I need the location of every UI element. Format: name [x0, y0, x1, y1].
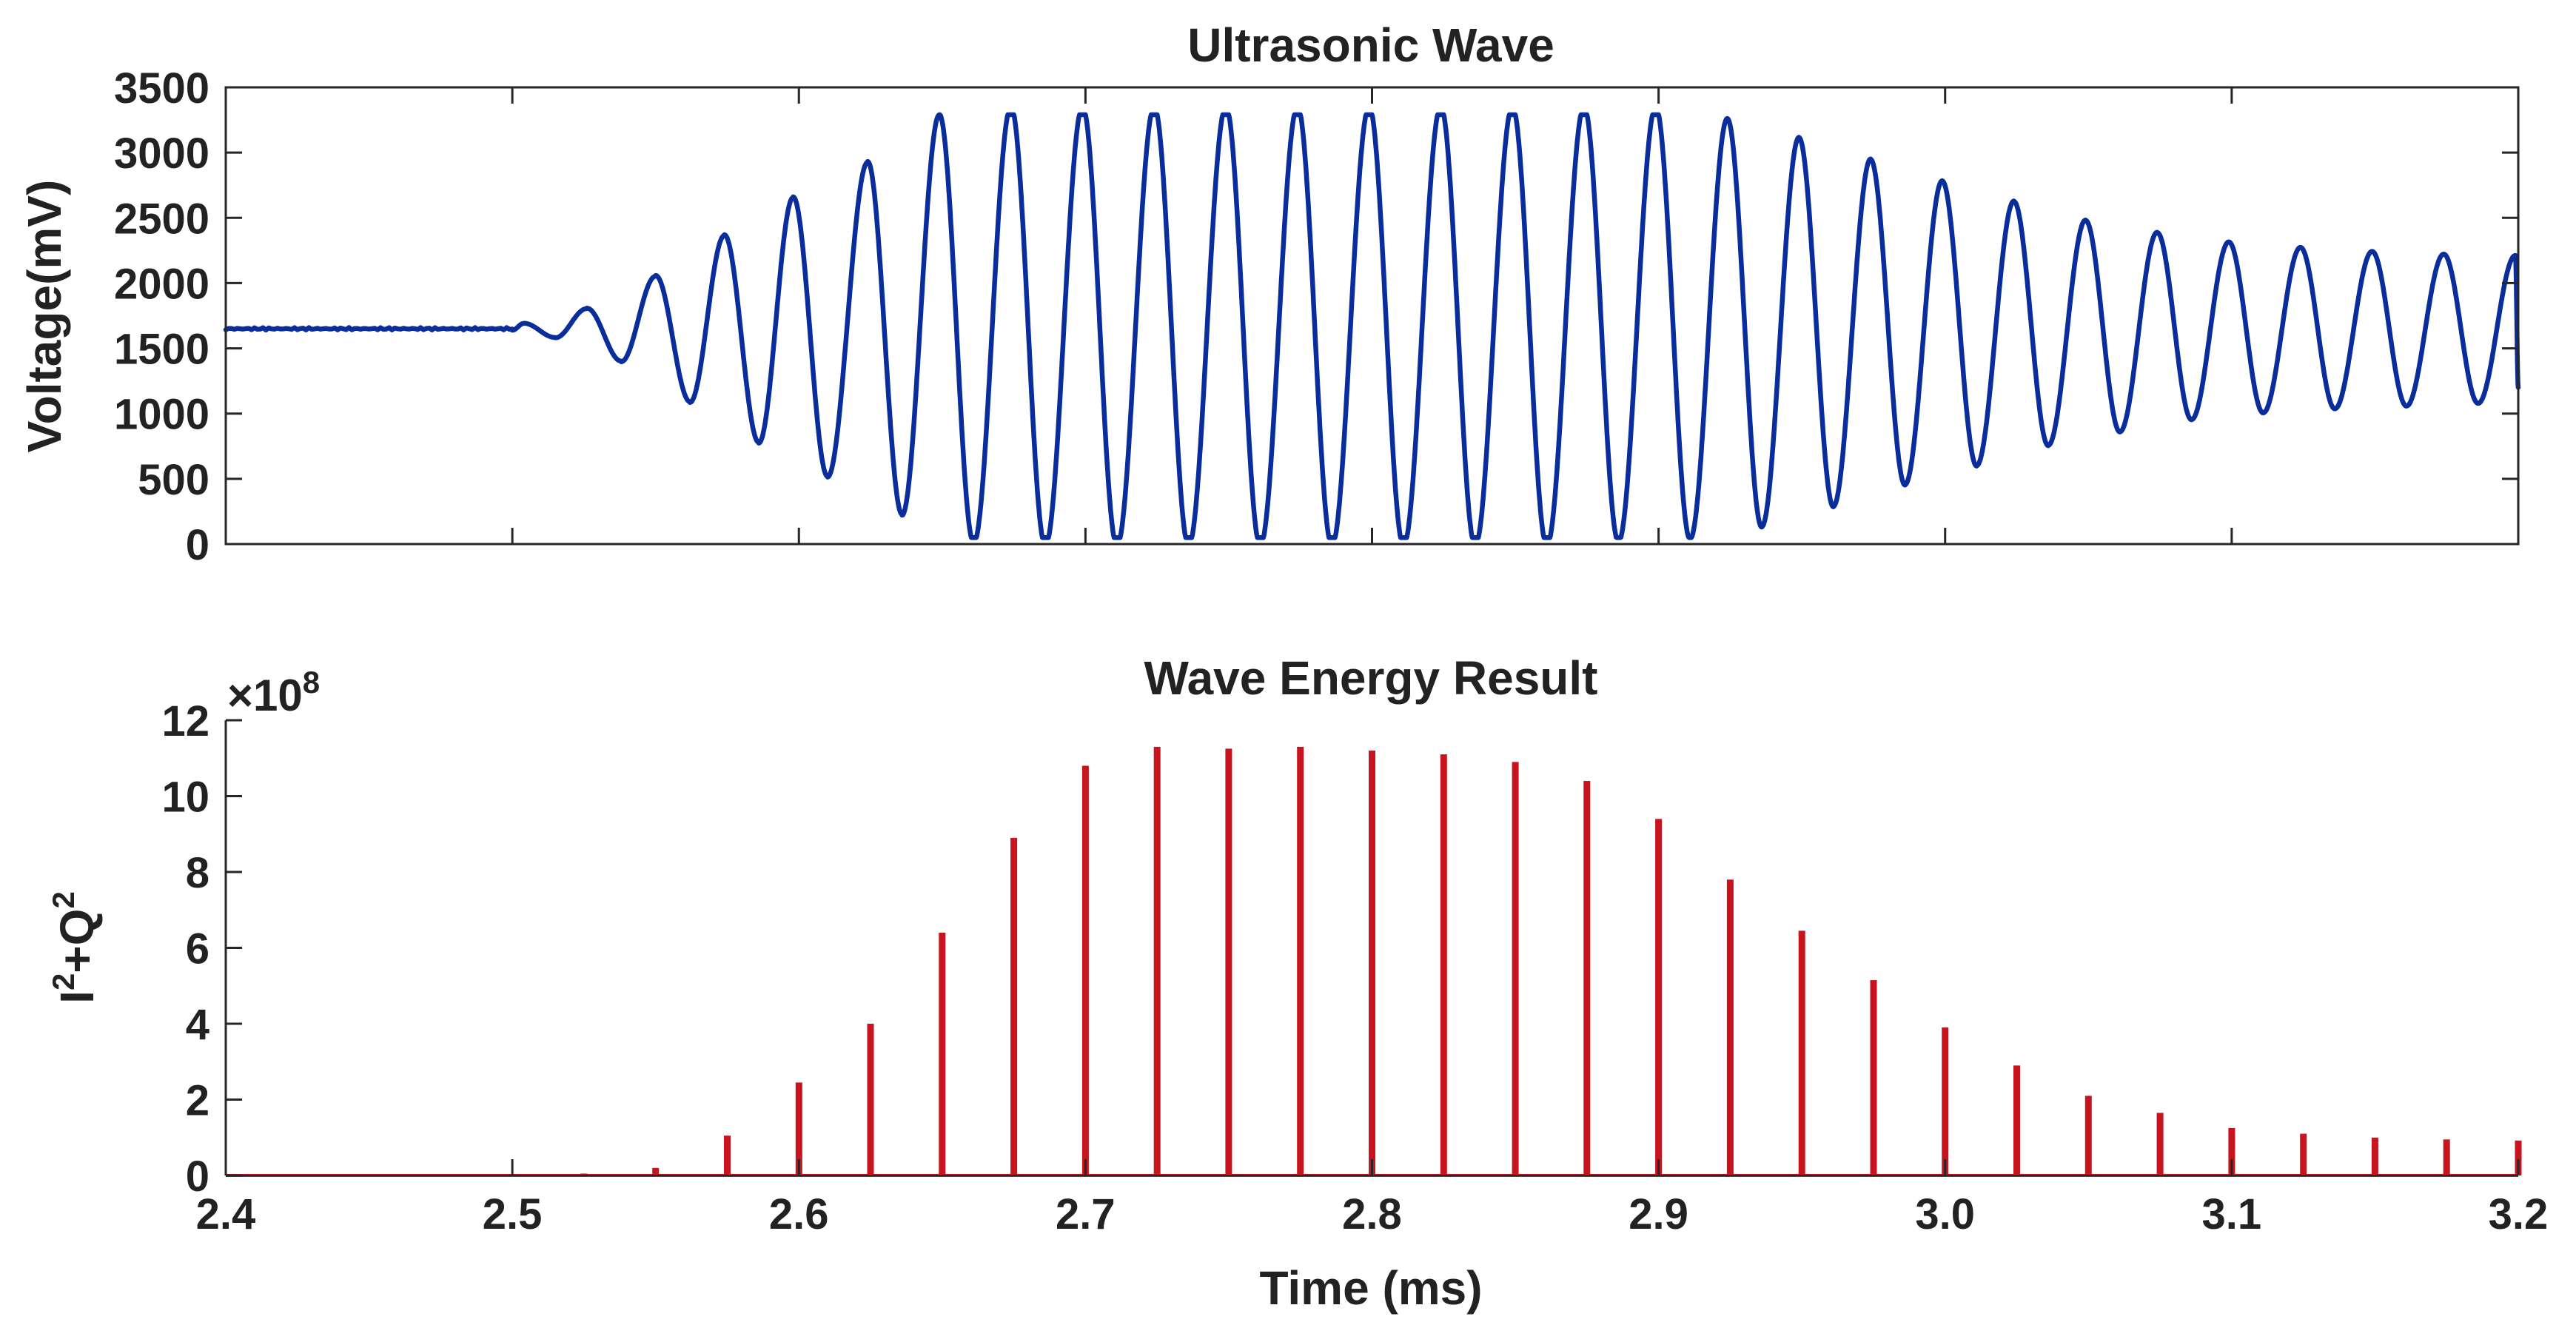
- energy-bar: [867, 1024, 874, 1175]
- x-tick-label: 2.8: [1342, 1190, 1402, 1238]
- energy-bar: [1010, 837, 1018, 1175]
- energy-bar: [1655, 819, 1663, 1176]
- y-tick-label: 2500: [114, 195, 209, 243]
- y-tick-label: 2000: [114, 260, 209, 308]
- energy-bar: [652, 1167, 660, 1176]
- y-tick-label: 3500: [114, 64, 209, 113]
- y-label-plus-q: +Q: [50, 909, 104, 973]
- x-axis-label: Time (ms): [1259, 1261, 1482, 1315]
- x-axis-ticks: 2.4 2.5 2.6 2.7 2.8 2.9 3.0 3.1 3.2: [196, 1159, 2549, 1238]
- energy-bars: [580, 746, 2522, 1176]
- y-axis-label: I2+Q2: [46, 891, 104, 1004]
- energy-bar: [2515, 1140, 2522, 1175]
- energy-bar: [1942, 1027, 1949, 1175]
- y-tick-label: 4: [186, 1001, 209, 1049]
- energy-bar: [1512, 762, 1519, 1175]
- energy-bar: [1225, 748, 1232, 1175]
- x-axis-ticks: [511, 87, 2520, 544]
- energy-bar: [1583, 781, 1591, 1175]
- energy-bar: [1798, 930, 1805, 1175]
- y-label-i-exp: 2: [46, 973, 81, 990]
- energy-bar: [2013, 1065, 2020, 1175]
- y-label-i: I: [50, 990, 104, 1004]
- ultrasonic-wave-chart: Ultrasonic Wave 0 500 1000 1500 2000 2500 3000…: [18, 19, 2521, 569]
- y-tick-label: 3000: [114, 130, 209, 178]
- y-tick-label: 2: [186, 1077, 209, 1125]
- chart-title: Ultrasonic Wave: [1187, 19, 1554, 72]
- energy-bar: [939, 933, 946, 1175]
- y-scale-exponent: 8: [303, 665, 320, 700]
- energy-bar: [1153, 746, 1161, 1175]
- energy-bar: [1870, 980, 1877, 1175]
- x-tick-label: 2.6: [769, 1190, 829, 1238]
- y-tick-label: 10: [161, 774, 209, 822]
- energy-bar: [2156, 1113, 2164, 1175]
- y-tick-label: 0: [186, 521, 209, 569]
- x-tick-label: 2.5: [483, 1190, 543, 1238]
- y-tick-label: 12: [161, 697, 209, 745]
- x-tick-label: 2.4: [196, 1190, 256, 1238]
- plot-area: [226, 87, 2518, 544]
- energy-bar: [2443, 1139, 2450, 1175]
- energy-bar: [2371, 1137, 2378, 1176]
- x-tick-label: 3.1: [2202, 1190, 2262, 1238]
- energy-bar: [2228, 1127, 2235, 1175]
- x-tick-label: 3.2: [2489, 1190, 2549, 1238]
- energy-bar: [1726, 879, 1734, 1176]
- energy-bar: [2084, 1096, 2092, 1175]
- y-axis-label: Voltage(mV): [18, 180, 71, 453]
- y-tick-label: 1500: [114, 326, 209, 374]
- x-tick-label: 2.7: [1056, 1190, 1116, 1238]
- energy-bar: [1297, 746, 1304, 1175]
- energy-bar: [1440, 754, 1447, 1175]
- energy-bar: [795, 1082, 802, 1175]
- energy-bar: [1081, 765, 1089, 1175]
- energy-bar: [1369, 751, 1375, 1175]
- chart-title: Wave Energy Result: [1144, 651, 1598, 705]
- ultrasonic-wave-line: [223, 112, 2521, 540]
- y-label-q-exp: 2: [46, 891, 81, 908]
- y-tick-label: 1000: [114, 391, 209, 439]
- x-tick-label: 3.0: [1915, 1190, 1975, 1238]
- y-axis-ticks: 0 500 1000 1500 2000 2500 3000 3500: [114, 64, 2518, 569]
- energy-bar: [724, 1136, 731, 1175]
- y-tick-label: 8: [186, 849, 209, 897]
- y-tick-label: 500: [138, 456, 209, 504]
- y-tick-label: 0: [186, 1153, 209, 1201]
- x-tick-label: 2.9: [1629, 1190, 1688, 1238]
- y-axis-ticks: 0 2 4 6 8 10 12: [161, 697, 242, 1201]
- y-tick-label: 6: [186, 925, 209, 973]
- y-scale-base: ×10: [227, 671, 303, 720]
- y-scale-multiplier: ×108: [227, 665, 320, 720]
- energy-bar: [2300, 1133, 2307, 1175]
